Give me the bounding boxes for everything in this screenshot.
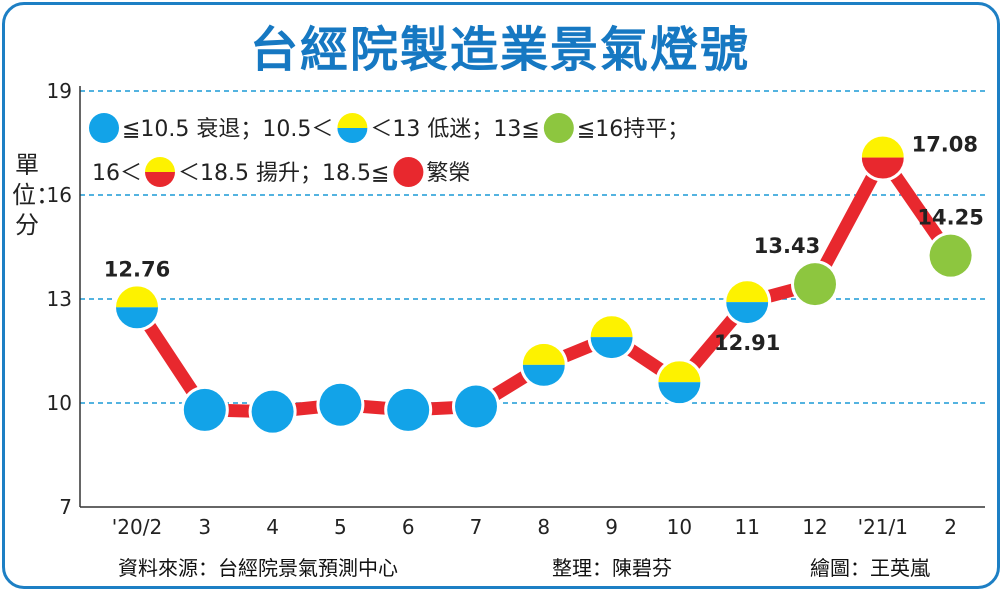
data-label: 14.25 (917, 206, 983, 230)
y-tick-labels: 7 10 13 16 19 (47, 79, 72, 519)
data-point-blue-light (384, 385, 433, 434)
x-tick-label: 2 (944, 515, 957, 539)
y-tick-label: 19 (47, 79, 72, 103)
data-point-yellow-red-light (858, 133, 907, 182)
x-tick-label: 3 (198, 515, 211, 539)
x-tick-label: '21/1 (858, 515, 908, 539)
chart-title: 台經院製造業景氣燈號 (249, 22, 750, 78)
y-tick-label: 10 (47, 391, 72, 415)
legend-red-light (391, 154, 426, 190)
legend-green-light (541, 110, 576, 146)
data-point-yellow-blue-light (723, 278, 772, 327)
legend-text: ≦10.5 衰退；10.5＜ (122, 117, 333, 142)
legend-text: 16＜ (92, 161, 142, 186)
x-tick-label: 12 (802, 515, 827, 539)
data-label: 12.76 (104, 257, 170, 281)
data-point-green-light (791, 260, 839, 309)
y-tick-label: 16 (47, 183, 72, 207)
x-tick-label: 11 (734, 515, 759, 539)
data-point-blue-light (452, 382, 500, 431)
grid-lines (80, 90, 985, 404)
x-tick-label: 9 (605, 515, 618, 539)
x-tick-label: 5 (334, 515, 347, 539)
legend-blue-light (86, 110, 122, 146)
legend-text: ≦16持平； (577, 117, 689, 142)
x-tick-label: '20/2 (112, 515, 162, 539)
unit-label-text: 單位：分 (12, 151, 60, 239)
data-point-yellow-blue-light (519, 340, 568, 389)
data-label: 13.43 (754, 234, 820, 258)
legend-yellow-red-light (142, 154, 178, 190)
x-tick-label: 6 (402, 515, 415, 539)
data-point-blue-light (248, 387, 297, 436)
legend-text: 繁榮 (426, 161, 470, 186)
data-labels: 12.76 12.91 13.43 17.08 14.25 (104, 133, 984, 356)
y-tick-label: 7 (59, 495, 72, 519)
data-label: 17.08 (912, 133, 978, 157)
data-point-yellow-blue-light (655, 358, 704, 407)
y-axis-unit-label: 單位：分 (12, 150, 60, 240)
illustrator-credit: 繪圖：王英嵐 (810, 556, 930, 580)
legend-yellow-blue-light (335, 110, 370, 146)
source-credit: 資料來源：台經院景氣預測中心 (118, 556, 398, 580)
data-point-blue-light (180, 385, 229, 434)
x-tick-labels: '20/2 3 4 5 6 7 8 9 10 11 12 '21/1 2 (112, 515, 957, 539)
legend-text: ＜18.5 揚升；18.5≦ (178, 161, 389, 186)
data-points (113, 133, 975, 436)
legend: ≦10.5 衰退；10.5＜ ＜13 低迷；13≦ ≦16持平； 16＜ ＜18.5 揚… (86, 110, 689, 190)
x-tick-label: 7 (470, 515, 483, 539)
data-point-yellow-blue-light (113, 283, 161, 332)
data-point-blue-light (316, 380, 365, 429)
y-tick-label: 13 (47, 287, 72, 311)
data-point-yellow-blue-light (587, 313, 636, 362)
data-point-green-light (926, 231, 975, 280)
x-tick-label: 4 (266, 515, 279, 539)
data-label: 12.91 (714, 331, 780, 355)
compiler-credit: 整理：陳碧芬 (552, 556, 672, 580)
legend-text: ＜13 低迷；13≦ (370, 117, 539, 142)
x-tick-label: 8 (537, 515, 550, 539)
x-tick-label: 10 (667, 515, 692, 539)
axes (79, 86, 985, 508)
